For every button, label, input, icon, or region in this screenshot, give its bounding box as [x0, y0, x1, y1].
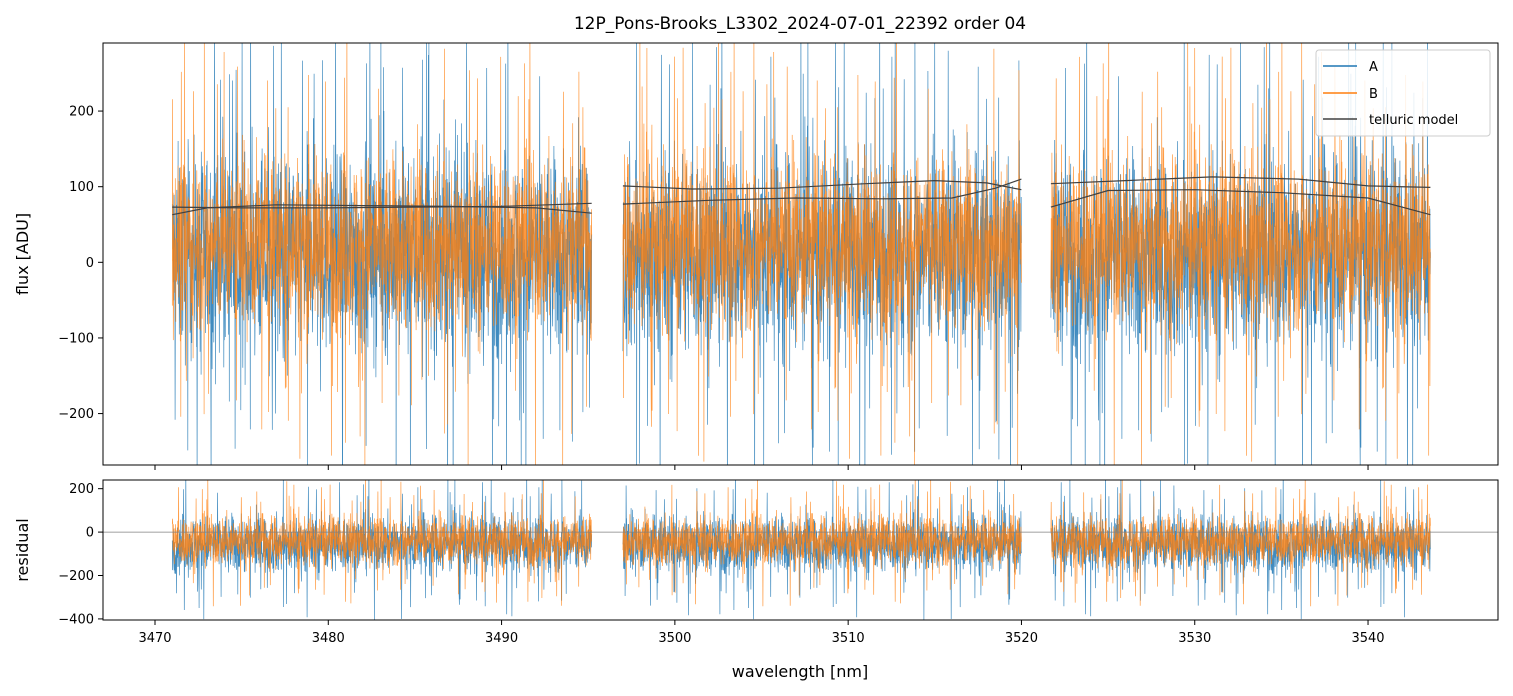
- bottom-ylabel: residual: [13, 518, 32, 581]
- series-b-residual-segment-2: [622, 480, 1022, 607]
- top-ylabel: flux [ADU]: [13, 213, 32, 295]
- bottom-xtick-label: 3500: [658, 631, 691, 646]
- bottom-panel: −400 −200 0 200 3470 3480 3490 3500 3510 3520 3530…: [13, 479, 1499, 681]
- series-b-flux-segment-1: [171, 43, 593, 465]
- top-axes: −200 −100 0 100 200: [58, 105, 1369, 470]
- bottom-xtick-label: 3480: [312, 631, 345, 646]
- series-b-flux-segment-3: [1050, 43, 1431, 465]
- telluric-model-curve-4: [622, 178, 1022, 205]
- top-data-layer: [171, 43, 1431, 465]
- chart-title: 12P_Pons-Brooks_L3302_2024-07-01_22392 o…: [574, 14, 1026, 34]
- telluric-model-curve-5: [1050, 176, 1431, 188]
- series-b-residual-segment-1: [171, 480, 593, 607]
- telluric-model-curve-1: [172, 202, 592, 209]
- bottom-xtick-label: 3490: [485, 631, 518, 646]
- bottom-axes-frame: [102, 479, 1499, 621]
- top-panel: −200 −100 0 100 200 flux [ADU]: [13, 42, 1499, 470]
- bottom-ytick-label: 200: [69, 482, 94, 497]
- top-ytick-label: 200: [69, 105, 94, 120]
- top-axes-frame: [102, 42, 1499, 466]
- top-ytick-label: −200: [58, 407, 94, 422]
- bottom-xtick-label: 3540: [1351, 631, 1384, 646]
- bottom-data-layer: [103, 480, 1498, 620]
- legend: A B telluric model: [1315, 49, 1491, 137]
- bottom-ytick-label: −200: [58, 569, 94, 584]
- top-ytick-label: −100: [58, 331, 94, 346]
- legend-label-telluric: telluric model: [1369, 113, 1458, 128]
- bottom-xtick-label: 3510: [832, 631, 865, 646]
- bottom-xtick-label: 3470: [138, 631, 171, 646]
- bottom-axes: −400 −200 0 200 3470 3480 3490 3500 3510 3520 3530…: [58, 482, 1384, 646]
- telluric-model-curve-6: [1050, 189, 1431, 216]
- bottom-xlabel: wavelength [nm]: [732, 662, 869, 681]
- top-ytick-label: 0: [86, 256, 94, 271]
- legend-label-b: B: [1369, 87, 1378, 102]
- bottom-xtick-label: 3530: [1178, 631, 1211, 646]
- top-ytick-label: 100: [69, 180, 94, 195]
- bottom-ytick-label: −400: [58, 612, 94, 627]
- series-b-flux-segment-2: [622, 43, 1022, 465]
- telluric-model-curve-3: [622, 179, 1022, 191]
- legend-box: [1315, 49, 1491, 137]
- bottom-xtick-label: 3520: [1005, 631, 1038, 646]
- telluric-model-curve-2: [172, 204, 592, 216]
- series-b-residual-segment-3: [1050, 480, 1431, 607]
- bottom-ytick-label: 0: [86, 526, 94, 541]
- legend-label-a: A: [1369, 60, 1378, 75]
